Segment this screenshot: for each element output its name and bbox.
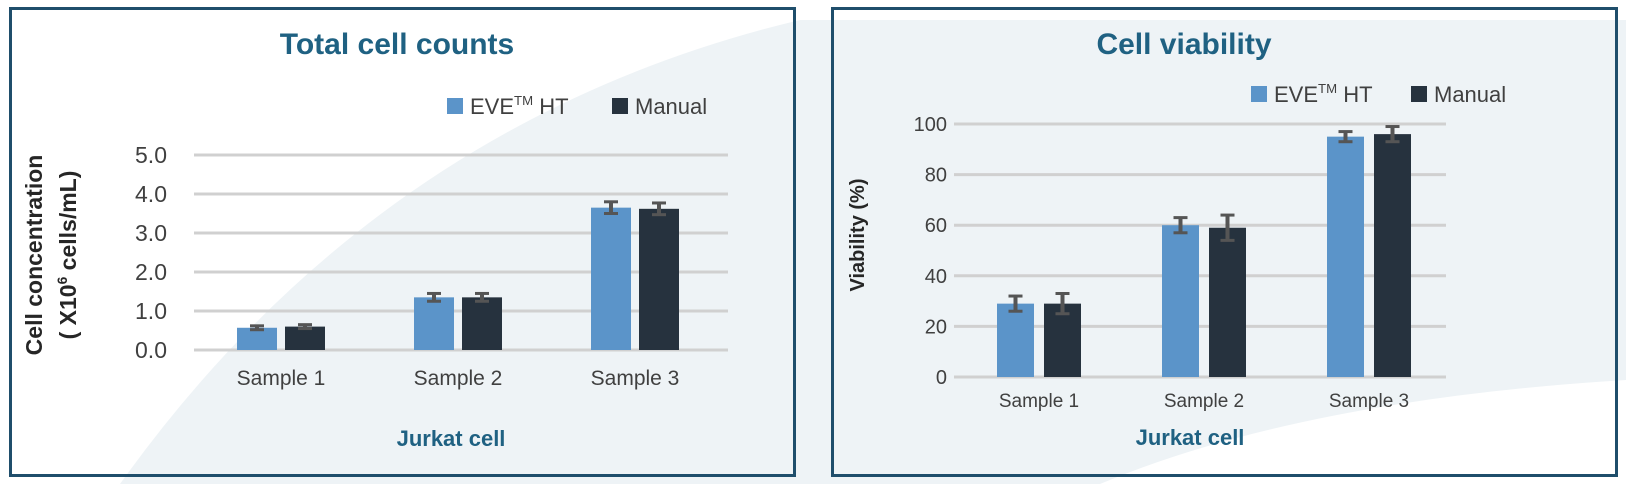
legend-label: Manual	[635, 94, 707, 119]
legend-label: EVETM HT	[1274, 81, 1373, 107]
y-tick-label: 60	[925, 215, 947, 237]
bar	[1374, 134, 1411, 377]
legend-swatch	[612, 98, 628, 114]
y-axis-label: Viability (%)	[847, 179, 869, 292]
y-tick-label: 4.0	[135, 181, 167, 207]
cell-viability-chart: 0 20 40 60 80 100 Sample 1 Sample 2 Sample 3 Cell…	[847, 28, 1506, 450]
bar	[1162, 225, 1199, 377]
total-cell-counts-chart: 0.0 1.0 2.0 3.0 4.0 5.0 Sample 1 Sample 2 Sample…	[21, 28, 728, 451]
bar	[237, 327, 277, 350]
y-tick-label: 20	[925, 316, 947, 338]
total-cell-counts-panel: 0.0 1.0 2.0 3.0 4.0 5.0 Sample 1 Sample 2 Sample…	[9, 7, 796, 477]
bar	[1044, 303, 1081, 377]
x-category-label: Sample 2	[1164, 391, 1244, 412]
y-tick-label: 1.0	[135, 298, 167, 324]
y-tick-label: 2.0	[135, 259, 167, 285]
bar	[1327, 136, 1364, 377]
y-tick-label: 40	[925, 266, 947, 288]
cell-viability-panel: 0 20 40 60 80 100 Sample 1 Sample 2 Sample 3 Cell…	[831, 7, 1618, 477]
y-tick-label: 0	[936, 367, 947, 389]
bar	[462, 297, 502, 350]
bar	[997, 303, 1034, 377]
x-category-label: Sample 3	[1329, 391, 1409, 412]
y-axis-label: Cell concentration	[21, 155, 47, 356]
y-tick-label: 0.0	[135, 337, 167, 363]
y-tick-label: 80	[925, 165, 947, 187]
bar	[591, 207, 631, 350]
bar	[639, 208, 679, 350]
legend-swatch	[1411, 86, 1427, 102]
y-tick-label: 100	[914, 114, 947, 136]
chart-title: Cell viability	[1096, 28, 1271, 61]
y-axis-label-units: ( X106 cells/mL)	[55, 171, 81, 340]
x-category-label: Sample 1	[999, 391, 1079, 412]
legend-label: EVETM HT	[470, 93, 569, 119]
y-tick-label: 3.0	[135, 220, 167, 246]
x-category-label: Sample 2	[414, 367, 503, 390]
y-tick-label: 5.0	[135, 142, 167, 168]
bar	[285, 326, 325, 350]
legend-label: Manual	[1434, 82, 1506, 107]
x-category-label: Sample 3	[591, 367, 680, 390]
x-axis-label: Jurkat cell	[397, 426, 506, 451]
x-axis-label: Jurkat cell	[1136, 425, 1245, 450]
chart-title: Total cell counts	[280, 28, 514, 61]
bar	[1209, 227, 1246, 377]
legend-swatch	[447, 98, 463, 114]
x-category-label: Sample 1	[237, 367, 326, 390]
legend-swatch	[1251, 86, 1267, 102]
bar	[414, 297, 454, 350]
